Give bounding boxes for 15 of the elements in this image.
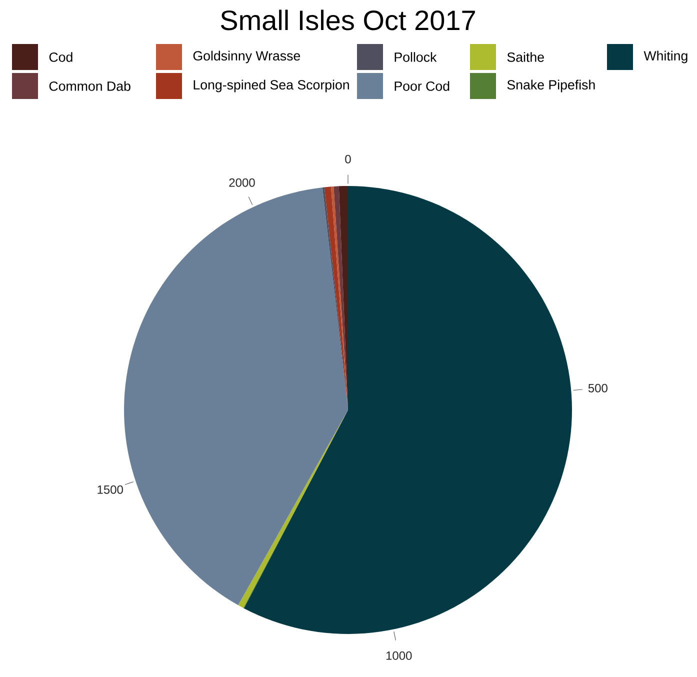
legend-label: Pollock	[394, 52, 437, 62]
text: 0	[345, 154, 351, 164]
text: 1500	[98, 485, 123, 494]
legend-label: Saithe	[507, 52, 544, 62]
text: 500	[588, 384, 608, 392]
chart-title: Small Isles Oct 2017	[220, 10, 475, 30]
legend-label: Common Dab	[49, 81, 130, 91]
text: 1000	[386, 651, 412, 660]
legend-label: Whiting	[644, 50, 688, 64]
text: 2000	[229, 178, 255, 187]
legend-label: Poor Cod	[394, 81, 450, 91]
legend-label: Snake Pipefish	[507, 80, 595, 92]
legend-label: Goldsinny Wrasse	[193, 50, 300, 64]
legend-label: Long-spined Sea Scorpion	[194, 80, 349, 92]
legend-label: Cod	[49, 52, 72, 62]
